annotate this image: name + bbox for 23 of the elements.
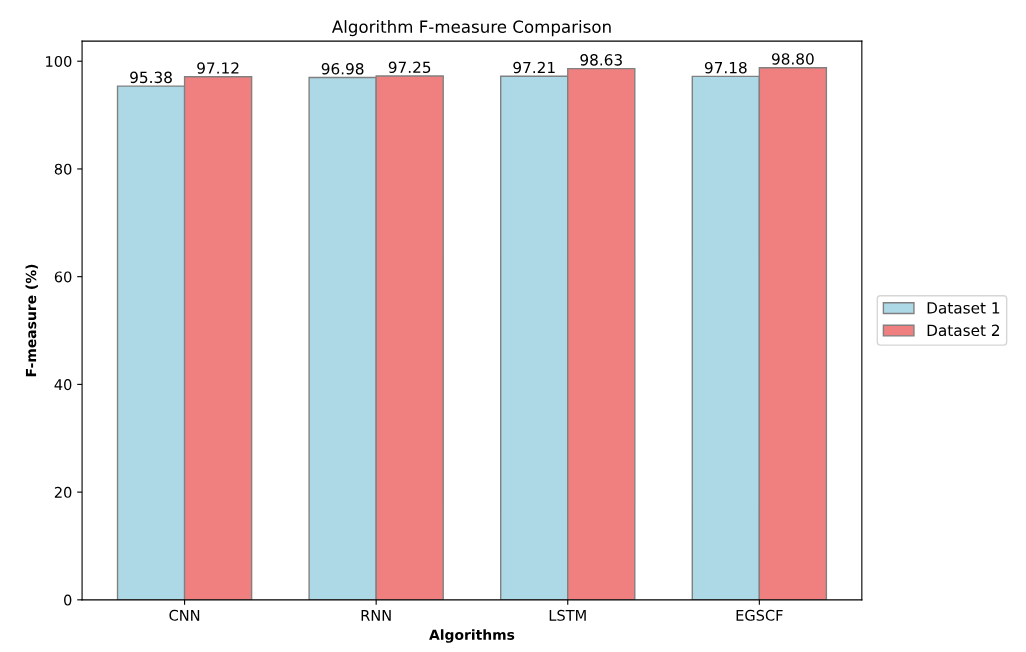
data-label: 95.38 <box>130 71 172 84</box>
x-tick-label: EGSCF <box>736 609 783 621</box>
chart-title: Algorithm F-measure Comparison <box>331 20 611 37</box>
legend-label: Dataset 2 <box>927 324 1000 337</box>
data-label: 98.63 <box>580 54 622 66</box>
legend-label: Dataset 1 <box>927 302 1000 314</box>
data-label: 96.98 <box>321 62 364 75</box>
x-tick-label: CNN <box>169 609 200 621</box>
y-axis-title: F-measure (%) <box>25 264 38 377</box>
x-tick-label: RNN <box>361 610 391 621</box>
data-label: 98.80 <box>771 53 814 65</box>
data-label: 97.25 <box>388 61 431 74</box>
y-tick-label: 80 <box>54 163 72 175</box>
x-tick-label: LSTM <box>549 609 586 621</box>
y-tick-label: 60 <box>54 271 72 283</box>
y-tick-label: 20 <box>54 486 72 498</box>
y-tick-label: 0 <box>64 594 72 606</box>
y-tick-label: 100 <box>46 55 72 67</box>
data-label: 97.12 <box>197 62 239 74</box>
x-axis-title: Algorithms <box>429 629 515 643</box>
y-tick-label: 40 <box>54 379 72 391</box>
data-label: 97.18 <box>704 61 747 74</box>
data-label: 97.21 <box>513 61 555 74</box>
